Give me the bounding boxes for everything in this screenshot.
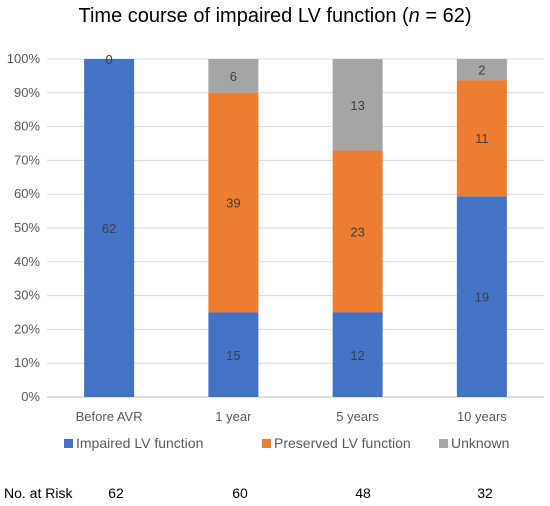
- data-label: 15: [226, 348, 240, 363]
- legend: Impaired LV function Preserved LV functio…: [64, 435, 509, 451]
- data-label: 2: [478, 63, 485, 78]
- bars: 62 0 15 39 6 12 23 13 19 11 2: [84, 52, 507, 397]
- legend-swatch: [64, 439, 73, 448]
- risk-table: No. at Risk 62 60 48 32: [4, 485, 493, 501]
- data-label: 11: [475, 131, 489, 146]
- y-tick-label: 0%: [21, 389, 40, 404]
- risk-value: 62: [108, 485, 124, 501]
- bar-segment: [332, 150, 383, 313]
- y-tick-label: 70%: [14, 152, 40, 167]
- data-label: 19: [475, 290, 489, 305]
- legend-entry: Preserved LV function: [274, 435, 411, 451]
- y-axis: 0% 10% 20% 30% 40% 50% 60% 70% 80% 90% 100%: [7, 51, 41, 404]
- bar-segment: [208, 92, 259, 313]
- bar-segment: [84, 59, 135, 397]
- bar-segment: [456, 196, 507, 397]
- y-tick-label: 10%: [14, 355, 40, 370]
- risk-value: 32: [477, 485, 493, 501]
- bar-segment: [208, 312, 259, 397]
- y-tick-label: 20%: [14, 321, 40, 336]
- y-tick-label: 100%: [7, 51, 41, 66]
- legend-entry: Unknown: [451, 435, 509, 451]
- data-label: 12: [350, 348, 364, 363]
- legend-swatch: [262, 439, 271, 448]
- x-tick-label: 5 years: [336, 409, 379, 424]
- x-tick-label: 10 years: [457, 409, 507, 424]
- risk-table-label: No. at Risk: [4, 485, 73, 501]
- bar-segment: [332, 59, 383, 151]
- data-label: 0: [106, 52, 113, 67]
- x-tick-label: Before AVR: [76, 409, 143, 424]
- data-label: 13: [350, 98, 364, 113]
- x-tick-label: 1 year: [215, 409, 252, 424]
- bar-segment: [456, 59, 507, 81]
- chart-title: Time course of impaired LV function (n =…: [79, 5, 472, 27]
- bar-segment: [208, 59, 259, 93]
- data-label: 39: [226, 196, 240, 211]
- y-tick-label: 50%: [14, 220, 40, 235]
- y-tick-label: 80%: [14, 119, 40, 134]
- legend-entry: Impaired LV function: [76, 435, 203, 451]
- bar-segment: [456, 80, 507, 197]
- x-axis: Before AVR 1 year 5 years 10 years: [76, 409, 508, 424]
- risk-value: 48: [355, 485, 371, 501]
- y-tick-label: 60%: [14, 186, 40, 201]
- data-label: 6: [230, 69, 237, 84]
- risk-value: 60: [232, 485, 248, 501]
- y-tick-label: 90%: [14, 85, 40, 100]
- data-label: 23: [350, 225, 364, 240]
- legend-swatch: [439, 439, 448, 448]
- y-tick-label: 40%: [14, 254, 40, 269]
- y-tick-label: 30%: [14, 288, 40, 303]
- data-label: 62: [102, 221, 116, 236]
- bar-segment: [332, 312, 383, 397]
